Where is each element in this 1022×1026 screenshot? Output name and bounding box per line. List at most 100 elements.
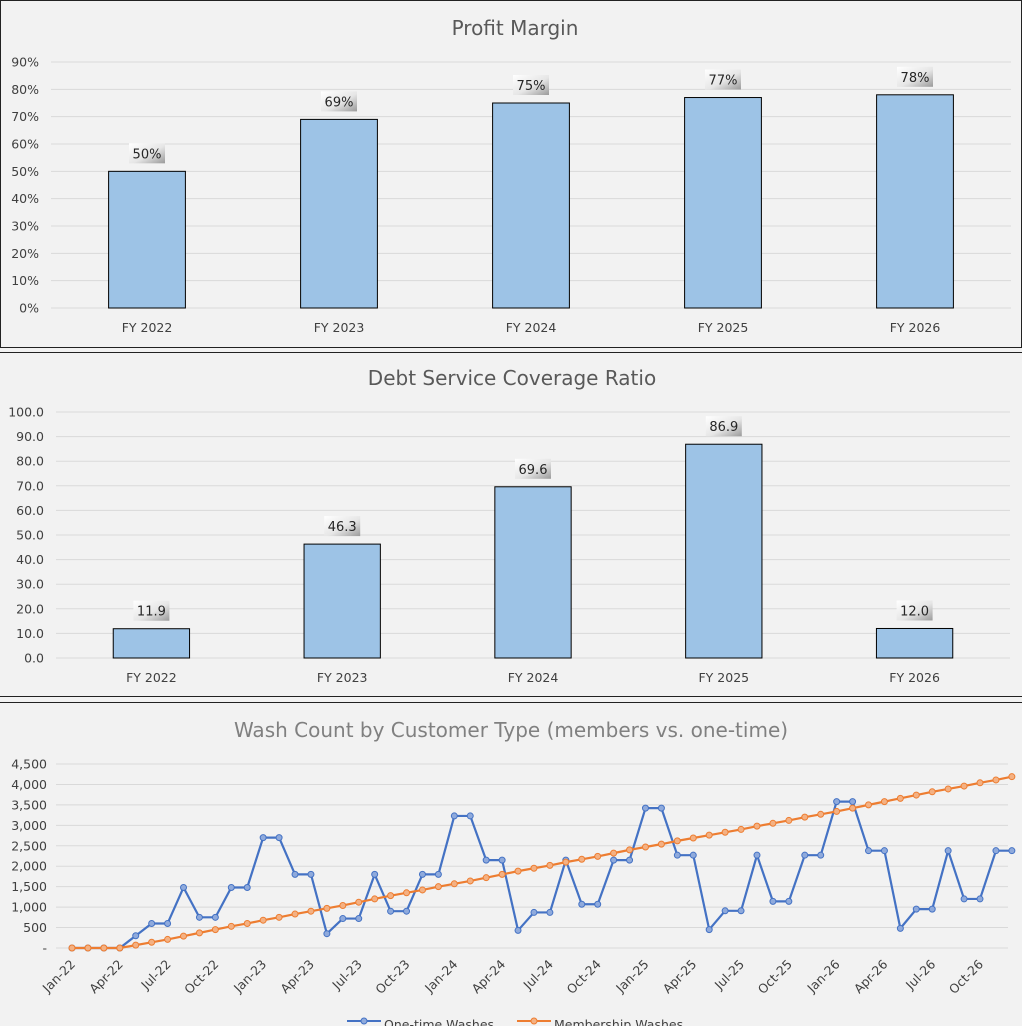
data-point — [148, 938, 156, 946]
x-tick-label: Oct-22 — [181, 957, 221, 997]
data-point — [291, 910, 299, 918]
data-label-box — [705, 69, 741, 90]
data-label-box — [515, 458, 551, 479]
x-tick-label: Apr-22 — [86, 957, 126, 997]
data-point — [466, 812, 474, 820]
data-point — [562, 858, 570, 866]
x-category-label: FY 2023 — [317, 670, 368, 685]
bar — [876, 94, 954, 309]
data-label: 50% — [133, 147, 162, 162]
y-tick-label: 100.0 — [8, 405, 44, 420]
data-label: 12.0 — [900, 604, 929, 619]
y-tick-label: 30.0 — [16, 577, 44, 592]
y-tick-label: 3,500 — [11, 797, 47, 812]
y-tick-label: 90% — [11, 55, 39, 70]
data-point — [721, 907, 729, 915]
data-point — [259, 916, 267, 924]
data-point — [132, 941, 140, 949]
x-category-label: FY 2026 — [890, 320, 941, 335]
data-point — [641, 804, 649, 812]
data-point — [418, 886, 426, 894]
data-point — [801, 813, 809, 821]
x-tick-label: Jan-23 — [230, 957, 269, 996]
data-point — [180, 883, 188, 891]
data-point — [418, 870, 426, 878]
data-point — [705, 926, 713, 934]
y-tick-label: 500 — [23, 920, 47, 935]
data-point — [243, 919, 251, 927]
data-point — [610, 849, 618, 857]
data-label: 86.9 — [709, 420, 738, 435]
data-point — [594, 900, 602, 908]
data-point — [721, 828, 729, 836]
data-point — [673, 837, 681, 845]
data-point — [514, 926, 522, 934]
data-point — [689, 851, 697, 859]
data-point — [626, 856, 634, 864]
data-point — [450, 812, 458, 820]
x-category-label: FY 2026 — [889, 670, 940, 685]
data-point — [387, 892, 395, 900]
data-point — [546, 908, 554, 916]
data-point — [275, 834, 283, 842]
y-tick-label: 4,000 — [11, 777, 47, 792]
data-point — [514, 867, 522, 875]
data-point — [498, 870, 506, 878]
data-label: 69.6 — [519, 463, 548, 478]
data-point — [785, 816, 793, 824]
data-point — [355, 898, 363, 906]
data-point — [450, 880, 458, 888]
data-label: 77% — [709, 74, 738, 89]
bar — [112, 628, 191, 659]
data-point — [1008, 847, 1016, 855]
x-tick-label: Jan-24 — [421, 956, 460, 995]
data-point — [817, 851, 825, 859]
x-tick-label: Oct-25 — [755, 957, 795, 997]
data-point — [960, 782, 968, 790]
x-category-label: FY 2024 — [508, 670, 559, 685]
data-point — [992, 847, 1000, 855]
bar — [303, 543, 381, 659]
profit-margin-chart: Profit Margin 0% 10% 20% 30% 40% 50% 60% 70% 80%… — [0, 0, 1022, 348]
wash-count-title: Wash Count by Customer Type (members vs.… — [234, 718, 788, 742]
data-point — [737, 907, 745, 915]
data-point — [817, 810, 825, 818]
bar — [875, 627, 954, 659]
x-tick-label: Jul-25 — [711, 957, 747, 993]
y-tick-label: 40.0 — [16, 552, 44, 567]
x-tick-label: Apr-23 — [277, 957, 317, 997]
data-label-box — [324, 516, 361, 537]
data-point — [323, 930, 331, 938]
data-label-box — [129, 143, 165, 164]
bar — [684, 97, 762, 309]
data-label-box — [133, 600, 170, 621]
x-tick-label: Jul-22 — [137, 957, 173, 993]
y-tick-label: 20.0 — [16, 601, 44, 616]
data-point — [944, 847, 952, 855]
data-point — [498, 856, 506, 864]
data-point — [116, 944, 124, 952]
data-point — [849, 798, 857, 806]
x-tick-label: Jan-26 — [803, 956, 842, 995]
data-point — [482, 874, 490, 882]
data-point — [227, 883, 235, 891]
data-point — [164, 935, 172, 943]
data-point — [896, 794, 904, 802]
data-point — [355, 915, 363, 923]
data-point — [482, 856, 490, 864]
y-tick-label: - — [42, 941, 47, 956]
data-point — [148, 919, 156, 927]
legend-marker — [530, 1017, 538, 1025]
y-tick-label: 1,000 — [11, 900, 47, 915]
x-tick-label: Oct-23 — [372, 957, 412, 997]
x-category-label: FY 2023 — [314, 320, 365, 335]
legend: One-time Washes Membership Washes — [347, 1017, 683, 1026]
data-label: 11.9 — [137, 605, 166, 620]
legend-label: Membership Washes — [554, 1017, 683, 1026]
y-tick-label: 50.0 — [16, 528, 44, 543]
y-tick-label: 0.0 — [24, 651, 44, 666]
data-point — [403, 907, 411, 915]
bar — [494, 486, 572, 659]
data-point — [641, 843, 649, 851]
data-point — [944, 785, 952, 793]
